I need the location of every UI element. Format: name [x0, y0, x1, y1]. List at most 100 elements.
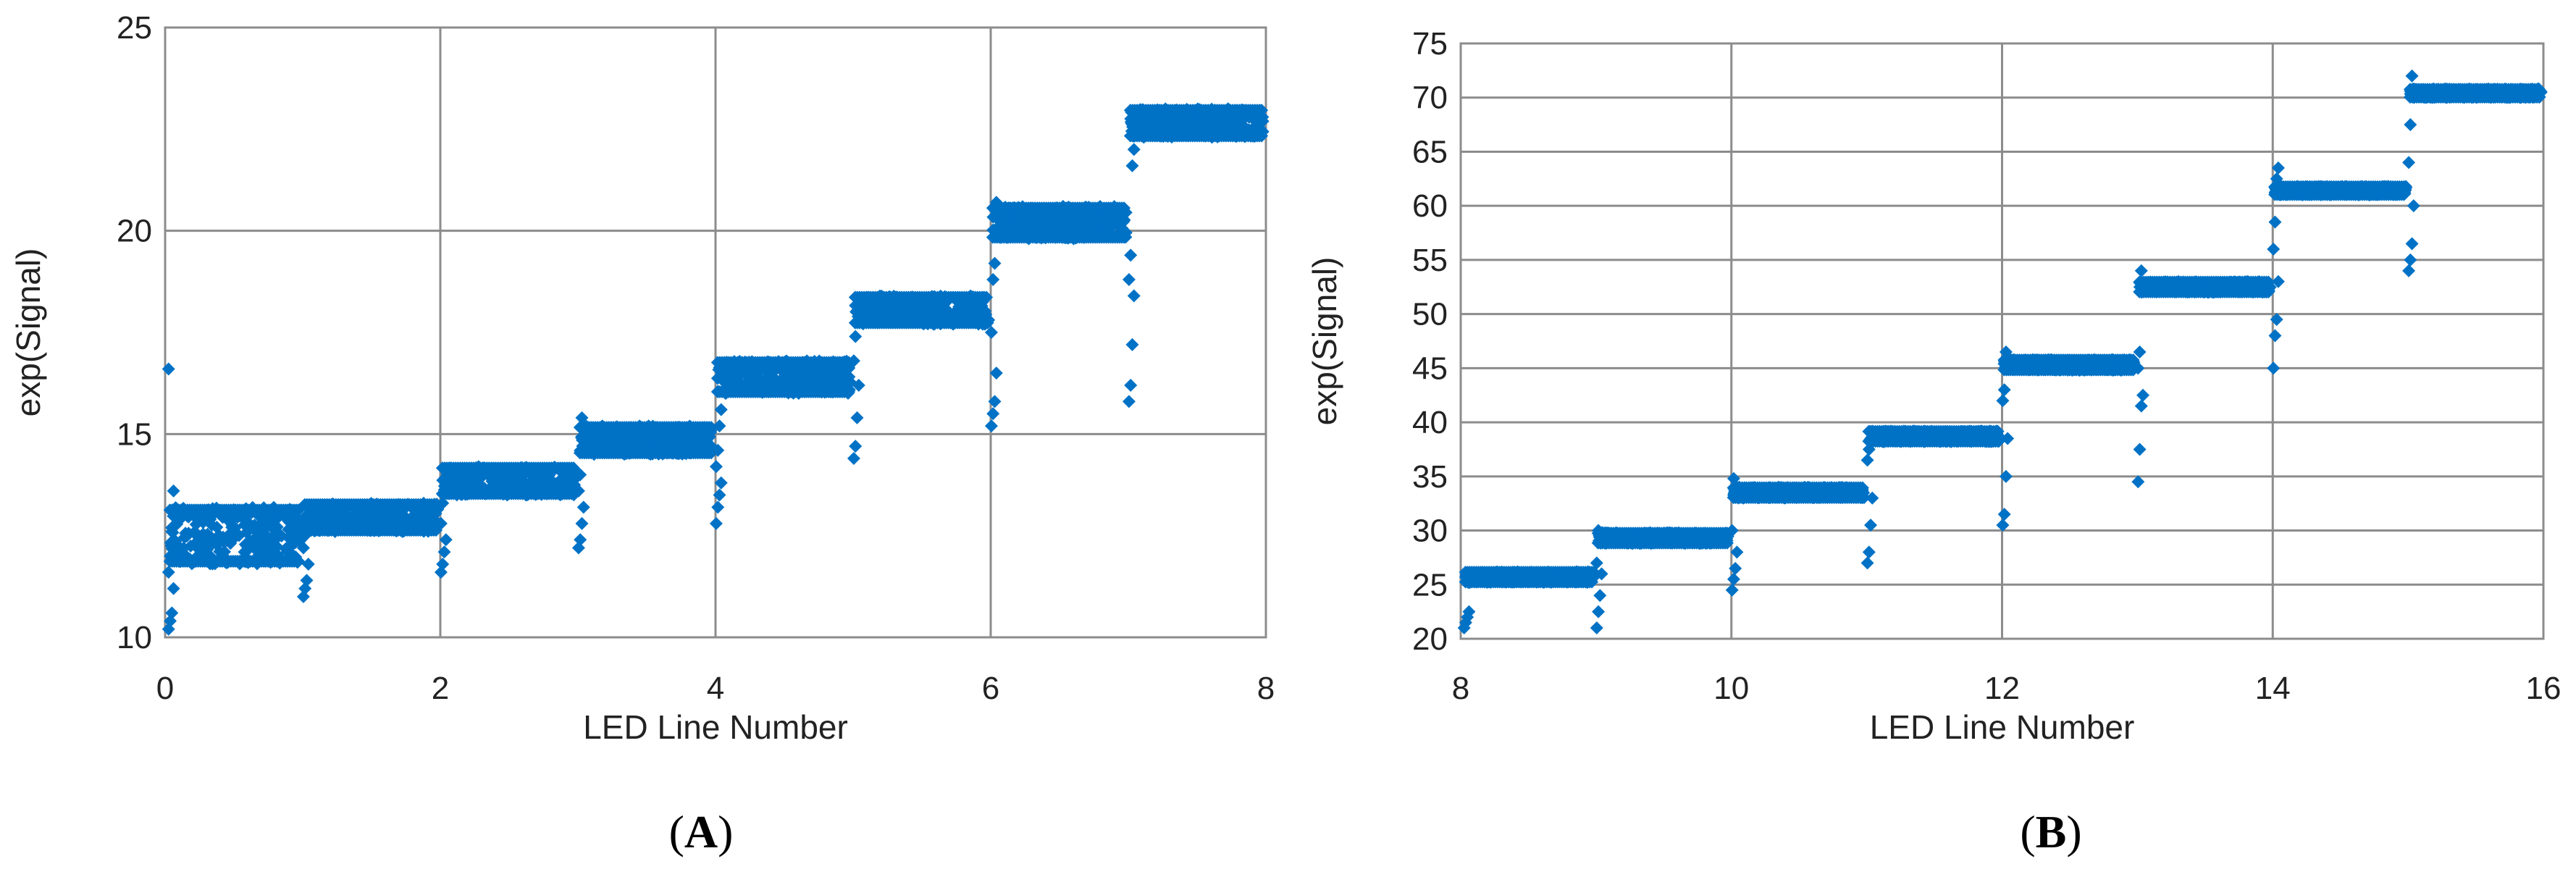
panel-label: (A) [669, 806, 734, 857]
panel-label-close: ) [2066, 806, 2081, 857]
data-point [164, 536, 177, 550]
data-point [210, 538, 224, 552]
data-point [1725, 583, 1739, 597]
data-point [403, 512, 417, 526]
data-point [980, 316, 994, 330]
data-point [1991, 424, 2005, 438]
y-tick-label: 45 [1412, 351, 1448, 386]
data-point [1462, 605, 1476, 618]
data-point [709, 516, 723, 530]
data-point [575, 516, 589, 530]
data-point [240, 525, 254, 539]
y-tick-label: 65 [1412, 134, 1448, 169]
data-point [167, 484, 180, 498]
data-point [436, 557, 450, 571]
data-point [1860, 556, 1874, 570]
data-point [797, 366, 811, 380]
data-point [296, 541, 310, 555]
data-point [1593, 589, 1607, 603]
data-point [1862, 545, 1876, 559]
data-point [172, 513, 186, 527]
data-point [342, 510, 356, 524]
data-point [1122, 395, 1136, 408]
data-series [161, 102, 1270, 636]
y-tick-label: 70 [1412, 80, 1448, 116]
data-point [713, 419, 726, 433]
x-tick-label: 0 [156, 671, 174, 706]
data-point [711, 443, 725, 457]
data-point [714, 403, 728, 416]
data-point [575, 411, 589, 424]
data-point [567, 461, 581, 475]
data-point [190, 534, 204, 548]
x-tick-label: 10 [1713, 671, 1749, 706]
data-point [1585, 566, 1599, 579]
data-point [193, 513, 207, 527]
y-tick-label: 25 [117, 10, 152, 46]
data-point [439, 533, 453, 547]
data-point [842, 385, 856, 398]
data-point [1124, 378, 1138, 392]
y-tick-label: 20 [117, 214, 152, 249]
data-point [719, 374, 733, 388]
y-tick-label: 75 [1412, 26, 1448, 62]
data-point [1127, 143, 1141, 156]
x-axis-label: LED Line Number [1870, 708, 2135, 746]
data-point [210, 521, 224, 534]
data-point [1255, 129, 1269, 143]
data-point [1117, 215, 1130, 229]
x-tick-label: 16 [2526, 671, 2562, 706]
panel-label-letter: B [2036, 806, 2067, 857]
data-point [1117, 230, 1131, 244]
data-point [257, 530, 271, 544]
data-point [1860, 453, 1874, 467]
data-point [493, 477, 507, 491]
data-point [437, 545, 451, 559]
data-point [164, 549, 177, 563]
data-point [1730, 545, 1744, 559]
x-tick-label: 6 [982, 671, 999, 706]
plot-frame [1459, 42, 2545, 640]
data-point [743, 369, 757, 382]
data-point [1729, 561, 1742, 575]
data-point [1585, 575, 1599, 589]
data-point [282, 540, 295, 553]
data-point [1855, 490, 1869, 504]
y-tick-label: 25 [1412, 567, 1448, 603]
data-point [825, 370, 839, 384]
data-point [182, 527, 196, 540]
data-point [688, 431, 702, 445]
y-tick-label: 35 [1412, 459, 1448, 495]
data-point [161, 566, 175, 579]
data-point [554, 477, 568, 491]
data-point [201, 531, 215, 545]
y-axis-label: exp(Signal) [1306, 257, 1343, 426]
data-point [463, 476, 477, 490]
data-point [1106, 211, 1120, 225]
data-point [1590, 556, 1603, 570]
x-tick-label: 8 [1257, 671, 1275, 706]
data-point [711, 500, 725, 514]
data-point [263, 540, 277, 553]
data-point [608, 436, 622, 450]
data-point [1011, 211, 1025, 225]
x-tick-label: 14 [2255, 671, 2291, 706]
y-tick-label: 50 [1412, 297, 1448, 332]
data-point [1067, 218, 1081, 232]
data-point [1592, 524, 1606, 537]
data-point [1855, 481, 1869, 495]
panel-label: (B) [2020, 806, 2081, 857]
y-tick-label: 60 [1412, 188, 1448, 224]
data-point [1236, 119, 1250, 133]
data-point [728, 366, 742, 380]
x-tick-label: 12 [1984, 671, 2020, 706]
panel-label-letter: A [684, 806, 718, 857]
data-point [270, 526, 284, 540]
data-point [1725, 524, 1739, 537]
data-point [1117, 201, 1131, 215]
data-point [713, 488, 726, 502]
data-point [1590, 621, 1603, 635]
y-tick-label: 30 [1412, 513, 1448, 549]
